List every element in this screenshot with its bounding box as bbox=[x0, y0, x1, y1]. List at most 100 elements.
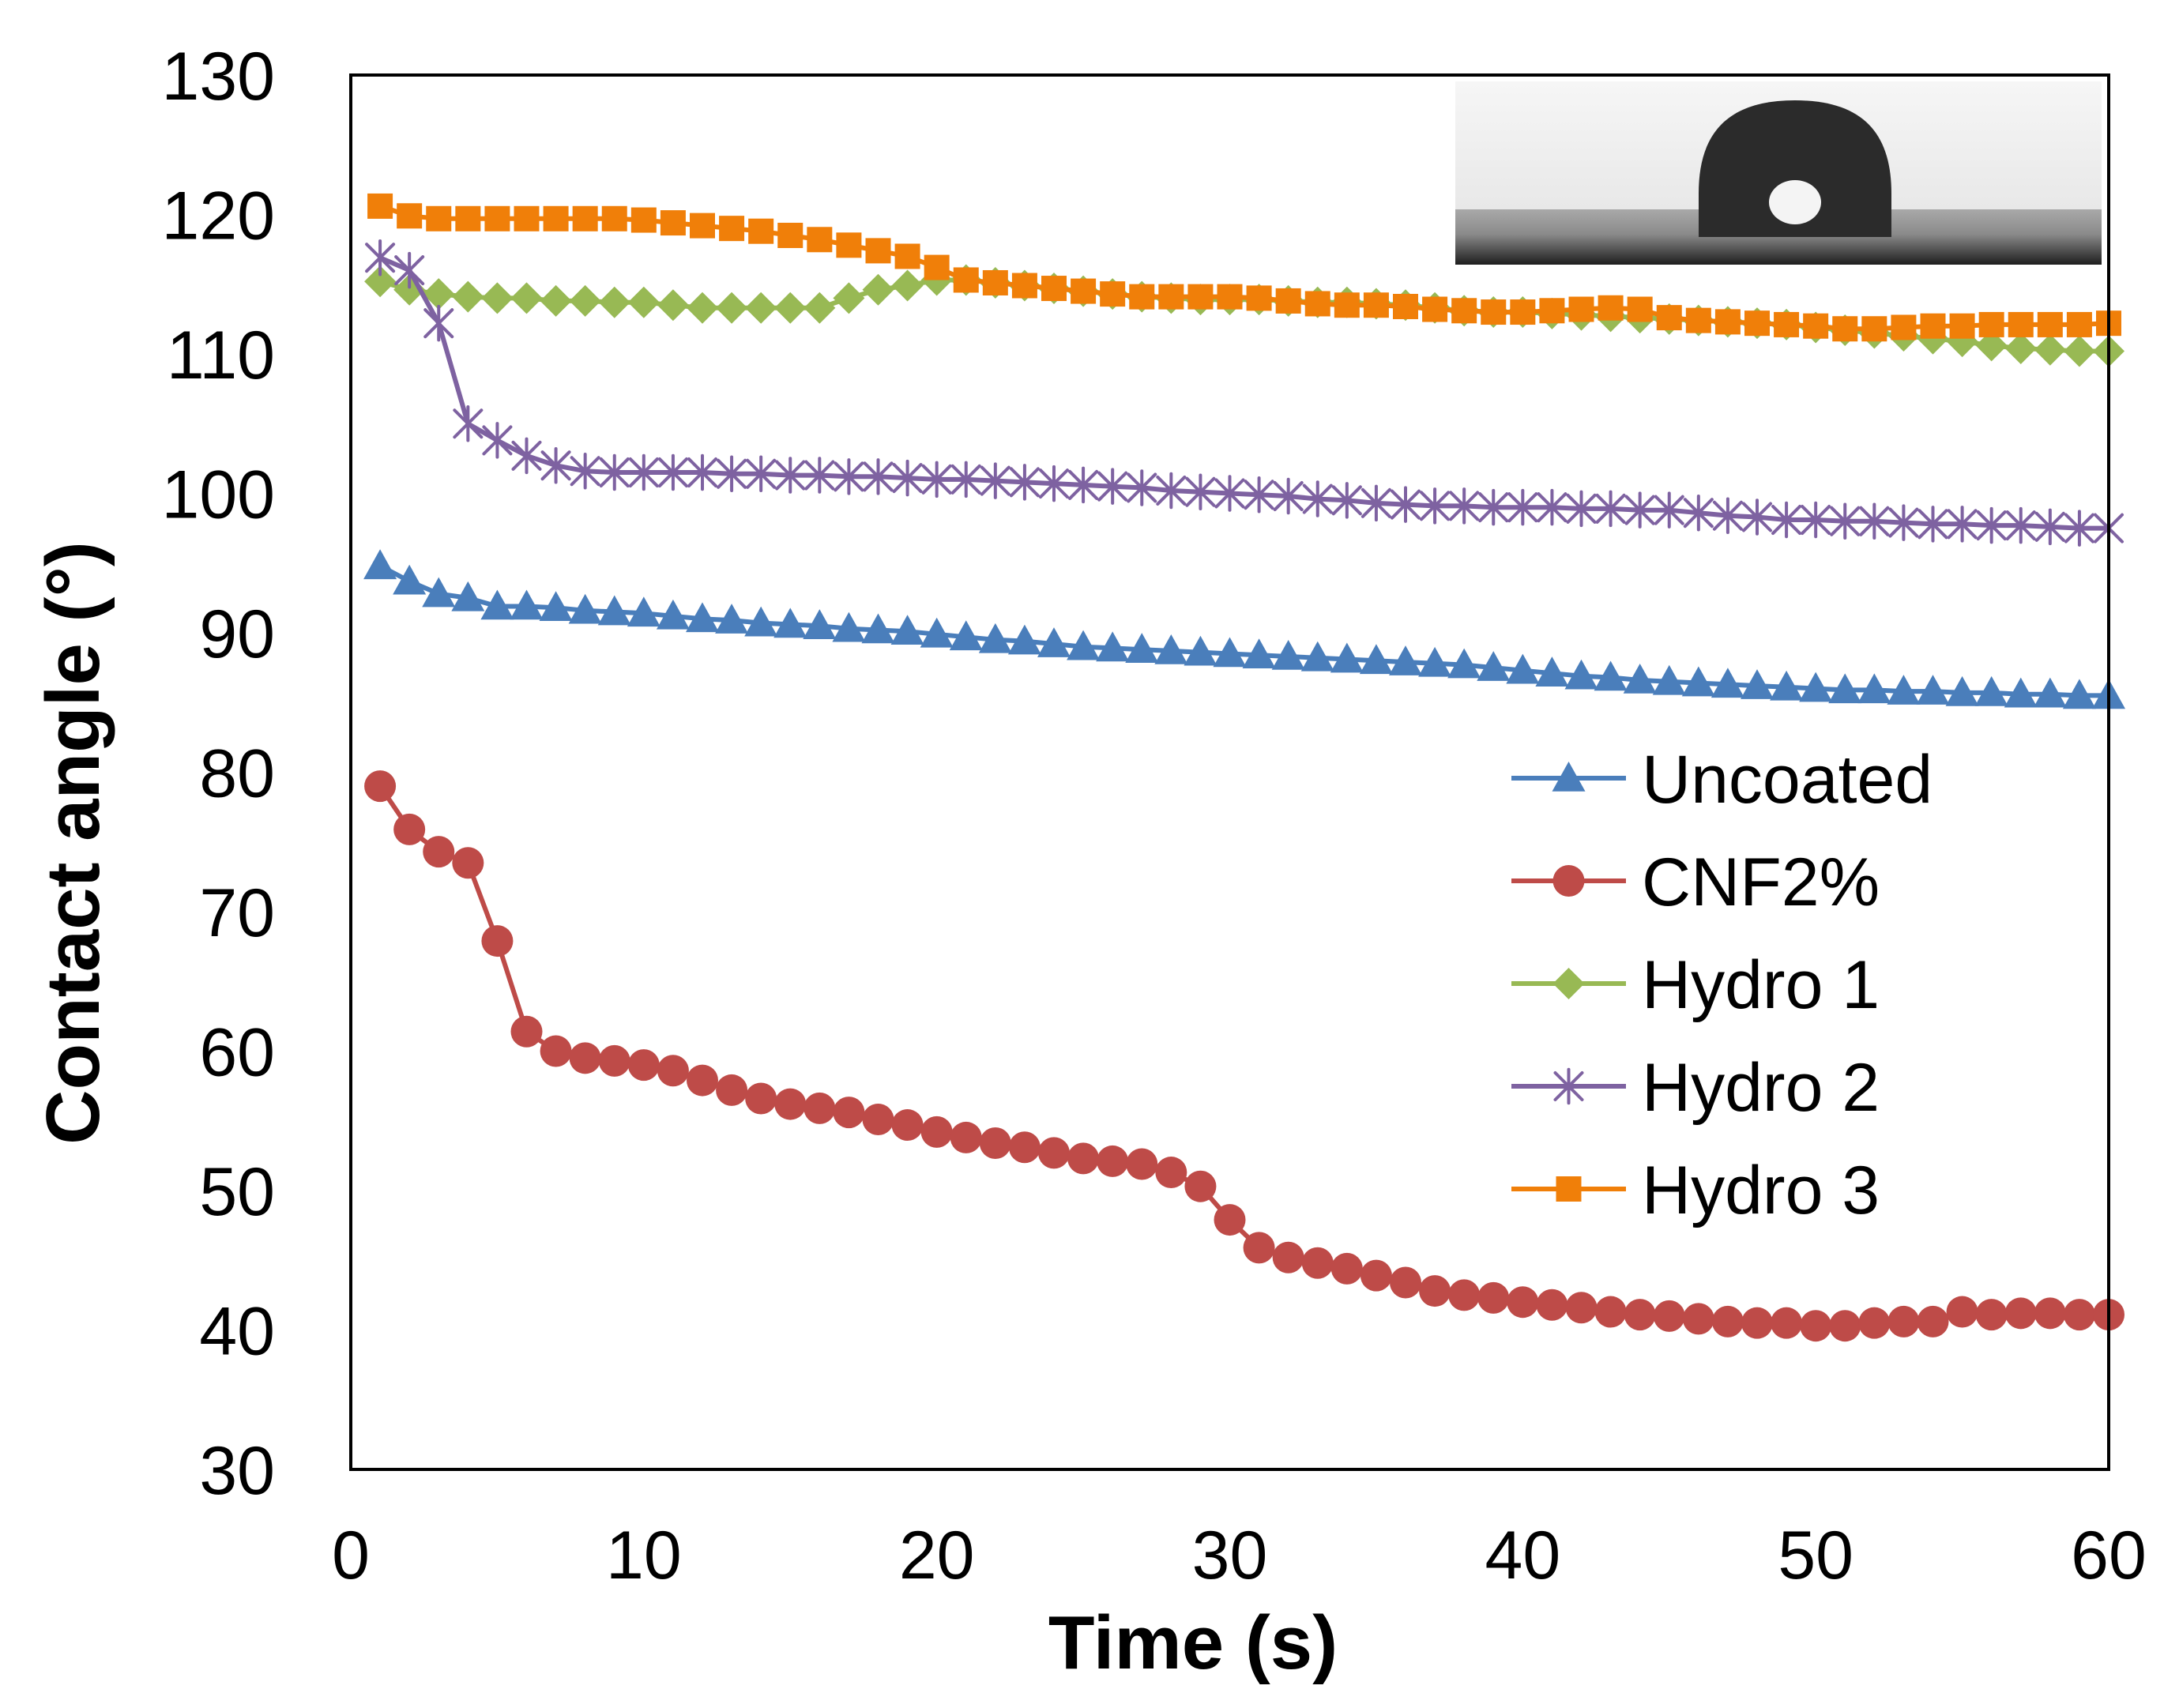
data-point-cnf2 bbox=[1829, 1310, 1861, 1342]
data-point-uncoated bbox=[1300, 641, 1334, 672]
x-axis-ticks: 0 10 20 30 40 50 60 bbox=[332, 1518, 2147, 1593]
data-point-uncoated bbox=[920, 617, 954, 648]
data-point-hydro-3 bbox=[1217, 284, 1243, 310]
data-point-hydro-3 bbox=[426, 205, 452, 231]
data-point-hydro-1 bbox=[452, 280, 484, 313]
data-point-hydro-1 bbox=[598, 286, 630, 318]
data-point-uncoated bbox=[1564, 659, 1598, 690]
legend-marker bbox=[1552, 865, 1585, 897]
data-point-hydro-3 bbox=[1334, 292, 1360, 318]
data-point-hydro-2 bbox=[1156, 472, 1187, 510]
data-point-cnf2 bbox=[687, 1064, 718, 1097]
data-point-hydro-3 bbox=[865, 238, 891, 264]
data-point-uncoated bbox=[1418, 646, 1452, 677]
data-point-uncoated bbox=[978, 623, 1012, 653]
data-point-uncoated bbox=[1037, 627, 1071, 657]
data-point-hydro-3 bbox=[719, 216, 745, 242]
data-point-hydro-1 bbox=[2004, 332, 2037, 364]
data-point-cnf2 bbox=[1858, 1307, 1891, 1339]
data-point-cnf2 bbox=[1887, 1305, 1920, 1337]
data-point-hydro-3 bbox=[1100, 281, 1126, 307]
data-point-uncoated bbox=[1623, 664, 1657, 694]
data-point-cnf2 bbox=[540, 1035, 572, 1067]
data-point-uncoated bbox=[949, 620, 983, 651]
data-point-hydro-2 bbox=[1244, 476, 1274, 514]
data-point-cnf2 bbox=[1536, 1289, 1568, 1321]
data-point-hydro-2 bbox=[921, 461, 952, 498]
legend-label: Hydro 3 bbox=[1642, 1153, 1880, 1228]
data-point-hydro-1 bbox=[1975, 329, 2008, 362]
x-tick-label: 0 bbox=[332, 1518, 370, 1593]
data-point-hydro-2 bbox=[1537, 488, 1567, 526]
data-point-hydro-3 bbox=[397, 203, 423, 229]
data-point-hydro-3 bbox=[777, 222, 804, 248]
data-point-uncoated bbox=[422, 577, 456, 608]
data-point-hydro-3 bbox=[1481, 299, 1507, 325]
y-tick-label: 120 bbox=[162, 179, 276, 254]
data-point-hydro-2 bbox=[717, 455, 747, 493]
x-tick-label: 50 bbox=[1778, 1518, 1854, 1593]
data-point-hydro-3 bbox=[1275, 288, 1301, 314]
data-point-hydro-3 bbox=[2008, 311, 2034, 337]
data-point-hydro-3 bbox=[1685, 307, 1711, 333]
data-point-uncoated bbox=[1184, 635, 1217, 666]
data-point-hydro-2 bbox=[1068, 466, 1099, 504]
data-point-hydro-1 bbox=[745, 292, 777, 324]
data-point-hydro-1 bbox=[804, 292, 836, 324]
data-point-cnf2 bbox=[569, 1042, 601, 1074]
data-point-uncoated bbox=[803, 609, 837, 639]
y-tick-label: 100 bbox=[162, 457, 276, 533]
y-tick-label: 50 bbox=[199, 1154, 275, 1230]
data-point-hydro-3 bbox=[748, 218, 774, 244]
data-point-hydro-3 bbox=[1041, 276, 1067, 302]
data-point-uncoated bbox=[1799, 672, 1833, 702]
data-point-uncoated bbox=[1916, 675, 1950, 705]
data-point-uncoated bbox=[1828, 673, 1862, 704]
data-point-hydro-3 bbox=[630, 207, 657, 233]
data-point-hydro-3 bbox=[1891, 314, 1917, 340]
data-point-hydro-2 bbox=[1654, 491, 1684, 529]
data-point-uncoated bbox=[539, 591, 573, 622]
data-point-uncoated bbox=[686, 602, 719, 633]
data-point-cnf2 bbox=[657, 1055, 689, 1087]
y-axis-label: Contact angle (°) bbox=[31, 541, 115, 1145]
data-point-uncoated bbox=[656, 599, 690, 630]
data-point-hydro-1 bbox=[833, 282, 865, 314]
data-point-uncoated bbox=[1125, 633, 1159, 663]
data-point-cnf2 bbox=[452, 847, 484, 879]
data-point-cnf2 bbox=[1917, 1305, 1949, 1337]
data-point-hydro-1 bbox=[423, 278, 455, 310]
data-point-hydro-3 bbox=[1451, 298, 1477, 324]
data-point-hydro-2 bbox=[2064, 510, 2094, 547]
data-point-hydro-1 bbox=[510, 282, 543, 314]
legend-marker bbox=[1552, 968, 1585, 999]
data-point-cnf2 bbox=[2004, 1297, 2037, 1330]
data-point-cnf2 bbox=[2034, 1297, 2066, 1330]
data-point-hydro-1 bbox=[687, 292, 718, 324]
data-point-uncoated bbox=[1477, 651, 1511, 681]
data-point-hydro-3 bbox=[807, 227, 833, 253]
series-uncoated bbox=[363, 549, 2125, 709]
data-point-uncoated bbox=[1681, 666, 1715, 697]
data-point-hydro-3 bbox=[455, 205, 481, 231]
data-point-hydro-1 bbox=[716, 292, 748, 324]
data-point-cnf2 bbox=[1507, 1286, 1539, 1319]
data-point-hydro-3 bbox=[1656, 305, 1682, 331]
data-point-hydro-2 bbox=[1976, 506, 2007, 544]
data-point-hydro-2 bbox=[1683, 494, 1714, 532]
water-droplet bbox=[1699, 100, 1891, 237]
data-point-hydro-3 bbox=[484, 205, 510, 231]
data-point-uncoated bbox=[744, 606, 778, 637]
data-point-cnf2 bbox=[920, 1115, 953, 1148]
data-point-hydro-2 bbox=[1391, 486, 1421, 523]
data-point-uncoated bbox=[1770, 670, 1804, 701]
data-point-hydro-2 bbox=[1830, 502, 1861, 540]
data-point-cnf2 bbox=[423, 836, 455, 868]
x-axis-label: Time (s) bbox=[1048, 1601, 1338, 1685]
droplet-inset-photo bbox=[1455, 81, 2102, 265]
legend-marker bbox=[1556, 1176, 1582, 1202]
droplet-highlight bbox=[1769, 180, 1821, 224]
data-point-hydro-2 bbox=[1947, 506, 1978, 543]
legend-label: CNF2% bbox=[1642, 845, 1880, 920]
